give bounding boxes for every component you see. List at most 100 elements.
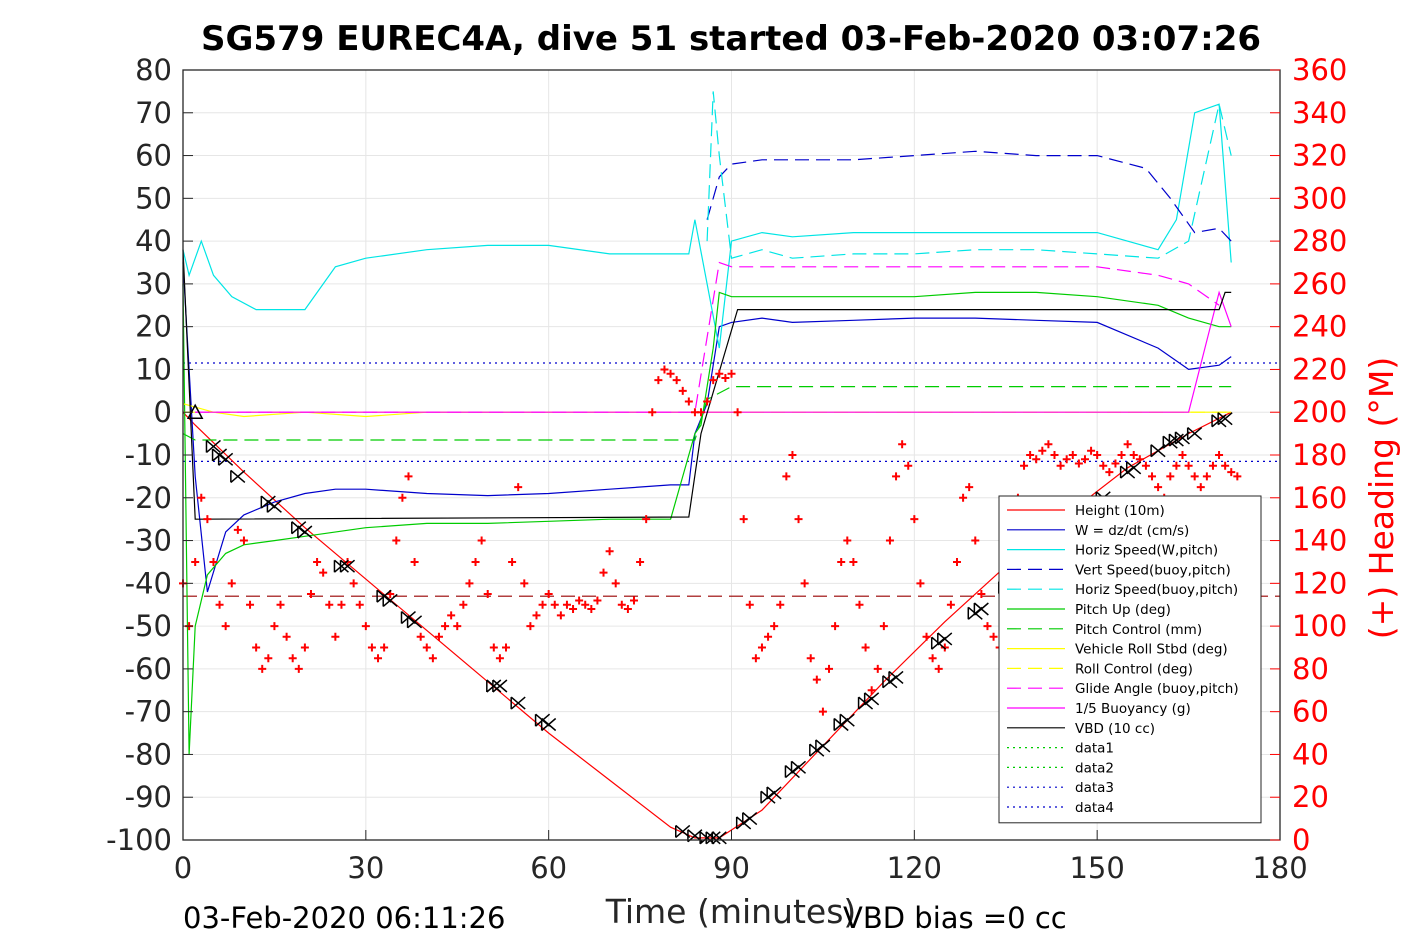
heading-point-132 (983, 622, 992, 631)
heading-point-163 (1172, 461, 1181, 470)
heading-point-24 (325, 600, 334, 609)
right-tick-label-7: 220 (1292, 352, 1347, 386)
heading-point-159 (1148, 472, 1157, 481)
heading-point-144 (1056, 461, 1065, 470)
heading-point-113 (867, 686, 876, 695)
series-line-1 (182, 262, 1232, 593)
heading-point-89 (721, 374, 730, 382)
heading-point-22 (313, 557, 322, 566)
heading-point-9 (233, 525, 242, 534)
heading-point-120 (910, 515, 919, 524)
heading-point-3 (197, 493, 206, 502)
heading-point-162 (1166, 472, 1175, 481)
y-tick-label-3: 50 (135, 181, 172, 215)
right-tick-label-10: 160 (1292, 481, 1347, 515)
triangle-marker-3 (217, 452, 234, 466)
heading-point-88 (715, 369, 724, 378)
heading-point-166 (1190, 472, 1199, 481)
heading-point-90 (727, 369, 736, 378)
heading-point-65 (575, 596, 584, 605)
heading-point-23 (319, 568, 328, 577)
heading-point-44 (447, 611, 456, 620)
right-tick-label-0: 360 (1292, 53, 1347, 87)
x-tick-label-5: 150 (1069, 851, 1124, 885)
heading-point-95 (757, 643, 766, 652)
heading-point-8 (227, 579, 236, 588)
legend-label-9: Glide Angle (buoy,pitch) (1075, 681, 1239, 697)
heading-point-58 (532, 611, 541, 620)
heading-point-54 (508, 557, 517, 566)
legend: Height (10m) W = dz/dt (cm/s) Horiz Speed(… (998, 495, 1262, 824)
heading-point-78 (654, 376, 663, 385)
legend-label-5: Pitch Up (deg) (1075, 602, 1171, 618)
heading-point-51 (489, 643, 498, 652)
heading-point-170 (1215, 451, 1224, 459)
heading-point-129 (965, 483, 974, 492)
heading-point-52 (495, 654, 504, 663)
heading-point-49 (477, 536, 486, 545)
heading-point-87 (709, 376, 718, 385)
heading-point-139 (1026, 451, 1035, 459)
legend-label-4: Horiz Speed(buoy,pitch) (1075, 582, 1238, 598)
heading-point-138 (1020, 461, 1029, 470)
heading-point-100 (788, 451, 797, 459)
legend-label-3: Vert Speed(buoy,pitch) (1075, 562, 1231, 578)
heading-point-71 (611, 579, 620, 588)
heading-point-63 (562, 600, 571, 609)
heading-point-94 (751, 654, 760, 663)
heading-point-77 (648, 408, 657, 417)
heading-point-70 (605, 547, 614, 556)
heading-point-37 (404, 472, 413, 481)
heading-point-98 (776, 600, 785, 609)
triangle-marker-59 (1217, 412, 1233, 426)
heading-point-97 (770, 622, 779, 631)
heading-point-110 (849, 557, 858, 566)
heading-point-173 (1233, 472, 1242, 481)
legend-label-8: Roll Control (deg) (1075, 661, 1193, 677)
y-tick-label-2: 60 (135, 139, 172, 173)
heading-point-60 (544, 590, 553, 599)
series-line-6 (182, 386, 1232, 441)
heading-point-167 (1196, 483, 1205, 492)
heading-point-43 (441, 622, 450, 631)
heading-point-146 (1068, 451, 1077, 459)
series-line-2 (182, 103, 1232, 349)
heading-point-73 (623, 605, 632, 613)
right-tick-label-14: 80 (1292, 652, 1329, 686)
legend-label-13: data2 (1075, 760, 1114, 776)
heading-point-69 (599, 568, 608, 577)
heading-point-172 (1227, 468, 1236, 477)
series-line-10 (195, 290, 1232, 413)
y-tick-label-12: -40 (125, 566, 172, 600)
heading-point-59 (538, 600, 547, 609)
heading-point-148 (1080, 455, 1089, 464)
y-tick-label-15: -70 (125, 695, 172, 729)
heading-point-21 (306, 590, 315, 599)
heading-point-66 (581, 600, 590, 609)
legend-label-1: W = dz/dt (cm/s) (1075, 523, 1189, 539)
heading-point-50 (483, 590, 492, 599)
x-axis-label: Time (minutes) (605, 892, 857, 931)
heading-point-103 (806, 654, 815, 663)
triangle-marker-57 (1186, 427, 1203, 441)
y-tick-label-10: -20 (125, 481, 172, 515)
heading-point-56 (520, 579, 529, 588)
heading-point-85 (697, 408, 706, 417)
triangle-marker-12 (382, 593, 398, 608)
right-y-ticks: 3603403203002802602402202001801601401201… (1270, 53, 1347, 857)
right-tick-label-15: 60 (1292, 695, 1329, 729)
legend-label-0: Height (10m) (1075, 503, 1165, 519)
legend-label-7: Vehicle Roll Stbd (deg) (1075, 642, 1228, 658)
right-tick-label-9: 180 (1292, 438, 1347, 472)
legend-label-11: VBD (10 cc) (1075, 721, 1155, 737)
footer-vbd-bias: VBD bias =0 cc (843, 901, 1067, 935)
x-ticks: 0 30 60 90 120 150 180 (174, 830, 1308, 885)
right-y-axis-label: (+) Heading (°M) (1362, 357, 1401, 639)
right-tick-label-12: 120 (1292, 566, 1347, 600)
heading-point-147 (1074, 459, 1083, 468)
heading-point-80 (666, 369, 675, 378)
triangle-marker-10 (339, 559, 356, 573)
triangle-marker-16 (492, 679, 508, 693)
heading-point-14 (264, 654, 273, 663)
heading-point-140 (1032, 455, 1041, 464)
